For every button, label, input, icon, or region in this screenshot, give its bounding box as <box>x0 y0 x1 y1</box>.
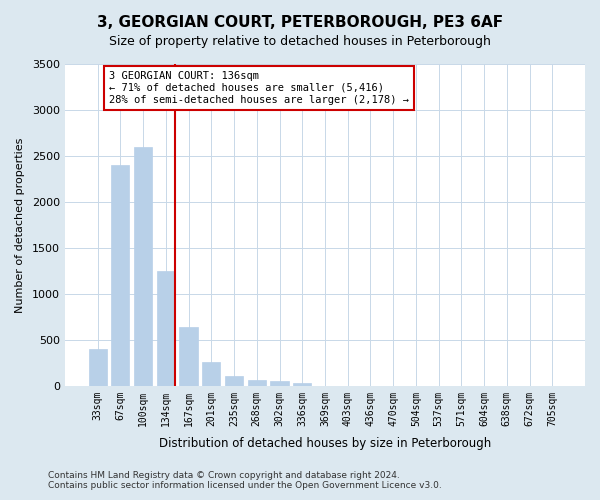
Bar <box>271 381 289 386</box>
X-axis label: Distribution of detached houses by size in Peterborough: Distribution of detached houses by size … <box>159 437 491 450</box>
Bar <box>202 362 220 386</box>
Bar <box>179 327 197 386</box>
Bar <box>134 146 152 386</box>
Bar <box>248 380 266 386</box>
Text: Size of property relative to detached houses in Peterborough: Size of property relative to detached ho… <box>109 35 491 48</box>
Bar <box>89 349 107 386</box>
Text: Contains HM Land Registry data © Crown copyright and database right 2024.
Contai: Contains HM Land Registry data © Crown c… <box>48 470 442 490</box>
Bar <box>225 376 243 386</box>
Text: 3, GEORGIAN COURT, PETERBOROUGH, PE3 6AF: 3, GEORGIAN COURT, PETERBOROUGH, PE3 6AF <box>97 15 503 30</box>
Y-axis label: Number of detached properties: Number of detached properties <box>15 137 25 312</box>
Bar <box>112 165 130 386</box>
Text: 3 GEORGIAN COURT: 136sqm
← 71% of detached houses are smaller (5,416)
28% of sem: 3 GEORGIAN COURT: 136sqm ← 71% of detach… <box>109 72 409 104</box>
Bar <box>157 271 175 386</box>
Bar <box>293 382 311 386</box>
